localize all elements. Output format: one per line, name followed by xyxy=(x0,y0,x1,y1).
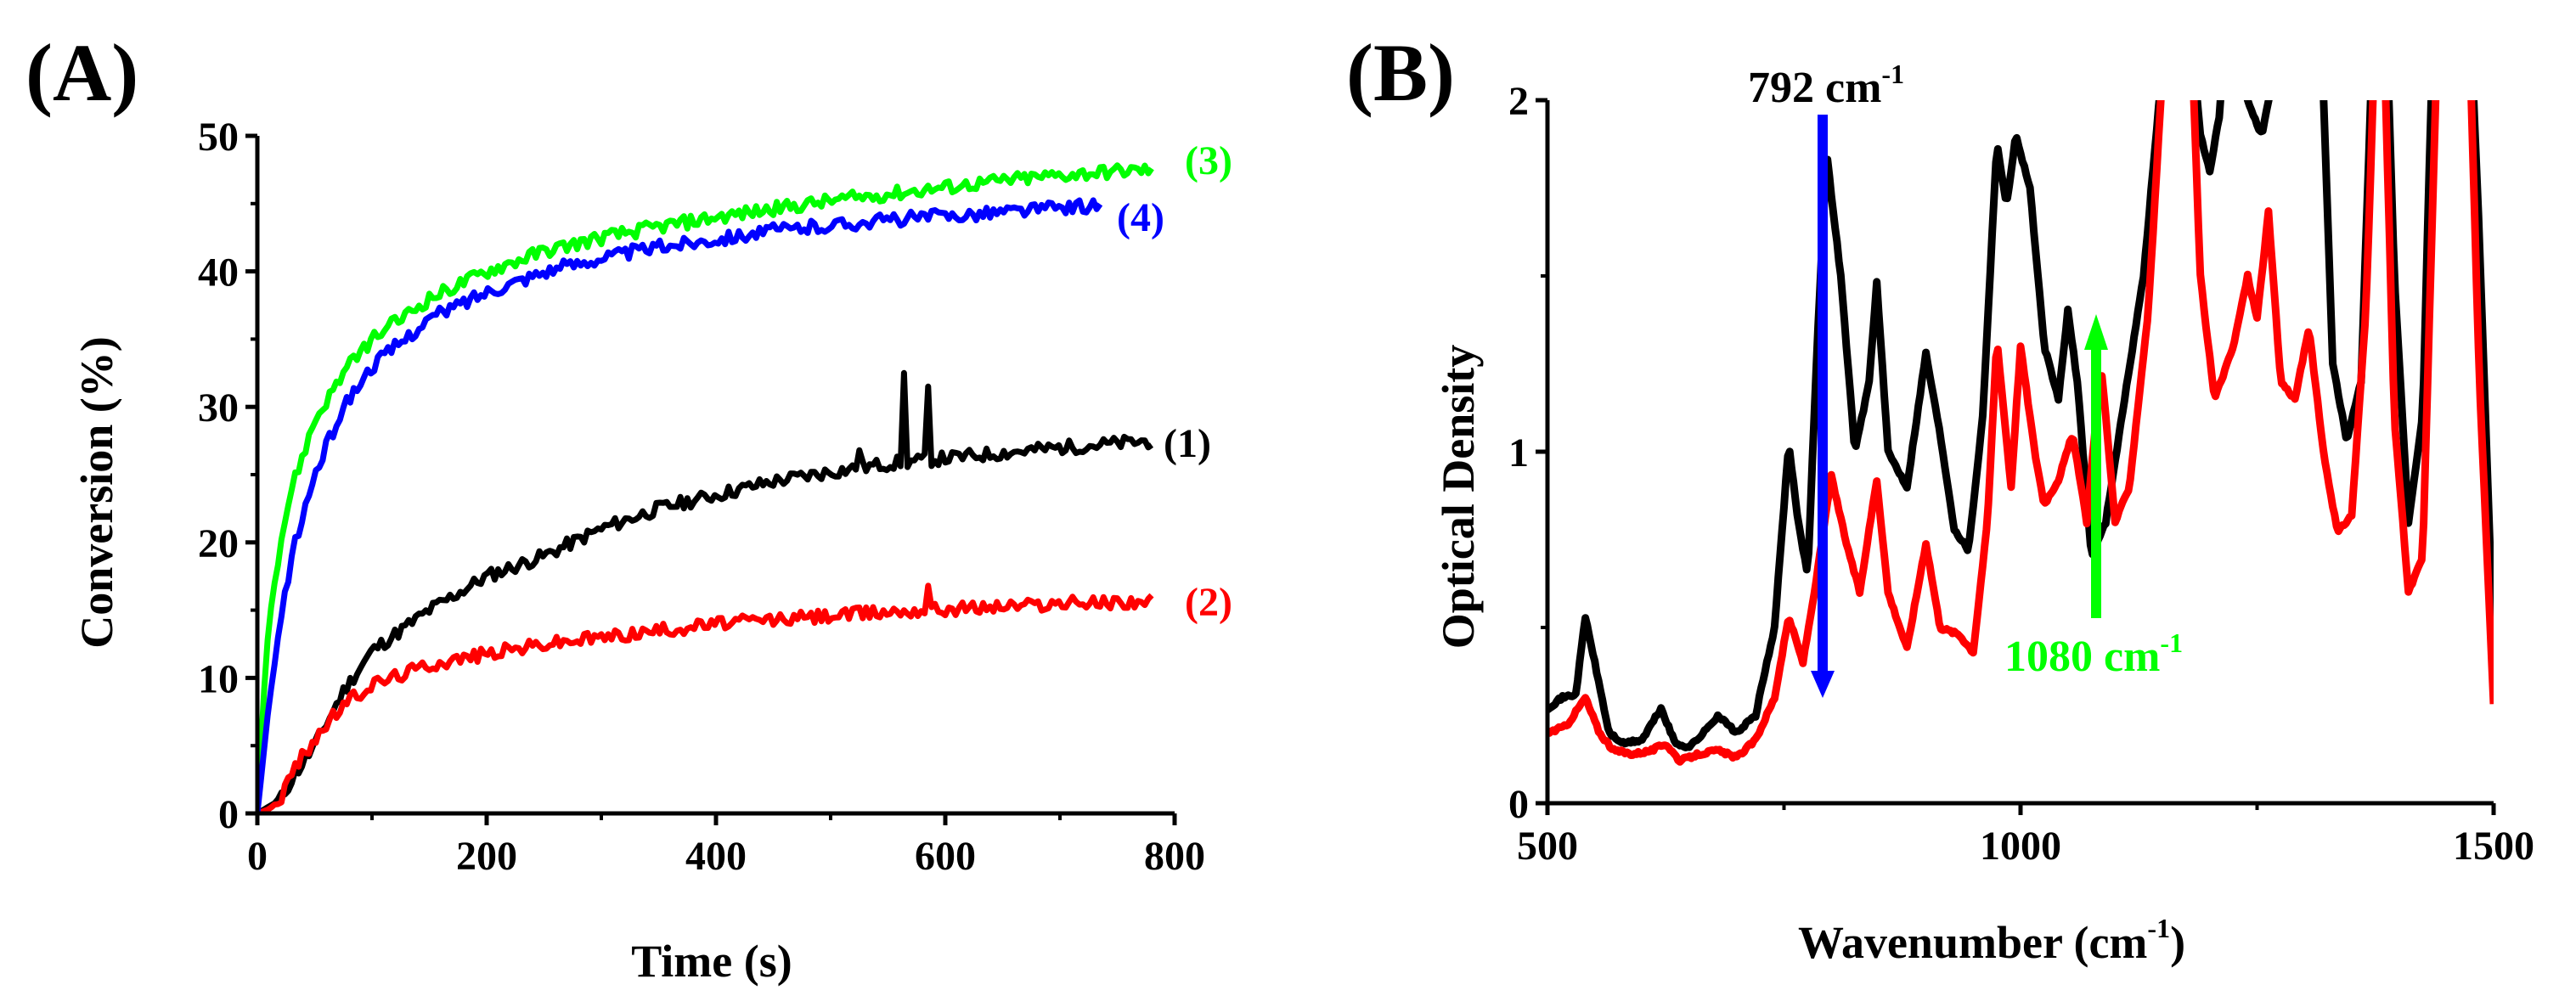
annotation-792-sup: -1 xyxy=(1881,59,1904,89)
chart-a-x-tick-label: 0 xyxy=(247,834,268,879)
chart-b-series-2 xyxy=(1547,100,2494,766)
panel-label-b: (B) xyxy=(1346,27,1455,118)
chart-a-series-1 xyxy=(257,369,1154,813)
chart-a-y-tick-label: 20 xyxy=(198,521,239,566)
series-label-4: (4) xyxy=(1117,195,1164,240)
chart-b-x-tick-label: 1500 xyxy=(2453,824,2534,869)
series-label-2: (2) xyxy=(1185,580,1232,625)
annotation-1080-main: 1080 cm xyxy=(2004,633,2160,681)
chart-a-y-tick-label: 10 xyxy=(198,656,239,701)
chart-b-x-tick-label: 1000 xyxy=(1980,824,2061,869)
chart-b-x-title-sup: -1 xyxy=(2147,913,2170,943)
arrow-1080 xyxy=(2084,314,2108,618)
chart-a-series-2 xyxy=(257,582,1154,813)
chart-a-y-tick-label: 50 xyxy=(198,115,239,160)
annotation-1080: 1080 cm-1 xyxy=(2004,627,2183,681)
chart-a-series-4 xyxy=(257,197,1103,813)
chart-a: 0 200 400 600 800 0 10 20 30 40 50 xyxy=(198,115,1205,879)
chart-b-x-title-tail: ) xyxy=(2170,917,2185,968)
chart-b-y-tick-label: 1 xyxy=(1508,430,1529,475)
chart-b-y-tick-label: 0 xyxy=(1508,782,1529,827)
chart-a-series-3 xyxy=(257,162,1154,813)
chart-b-x-title: Wavenumber (cm-1) xyxy=(1798,913,2185,968)
series-label-1: (1) xyxy=(1164,421,1211,466)
chart-b-series-1 xyxy=(1547,100,2494,751)
annotation-792-main: 792 cm xyxy=(1748,64,1881,112)
chart-a-y-tick-label: 30 xyxy=(198,385,239,430)
chart-b-y-tick-label: 2 xyxy=(1508,79,1529,124)
chart-a-x-tick-label: 800 xyxy=(1144,834,1205,879)
chart-b-y-title: Optical Density xyxy=(1433,345,1484,650)
series-label-3: (3) xyxy=(1185,138,1232,183)
chart-a-y-tick-label: 0 xyxy=(218,792,239,837)
panel-label-a: (A) xyxy=(25,27,138,118)
chart-a-x-tick-label: 600 xyxy=(915,834,976,879)
arrow-792-head xyxy=(1811,671,1835,698)
chart-a-y-title: Conversion (%) xyxy=(71,336,122,648)
annotation-1080-sup: -1 xyxy=(2160,627,2183,658)
chart-b-x-title-main: Wavenumber (cm xyxy=(1798,917,2147,968)
chart-a-x-tick-label: 400 xyxy=(685,834,747,879)
arrow-792 xyxy=(1811,115,1835,698)
chart-a-x-tick-label: 200 xyxy=(456,834,517,879)
chart-b: 500 1000 1500 0 1 2 xyxy=(1508,79,2534,869)
chart-a-y-tick-label: 40 xyxy=(198,250,239,295)
chart-b-x-tick-label: 500 xyxy=(1517,824,1578,869)
annotation-792: 792 cm-1 xyxy=(1748,59,1904,112)
chart-a-x-title: Time (s) xyxy=(631,936,792,987)
arrow-1080-head xyxy=(2084,314,2108,350)
